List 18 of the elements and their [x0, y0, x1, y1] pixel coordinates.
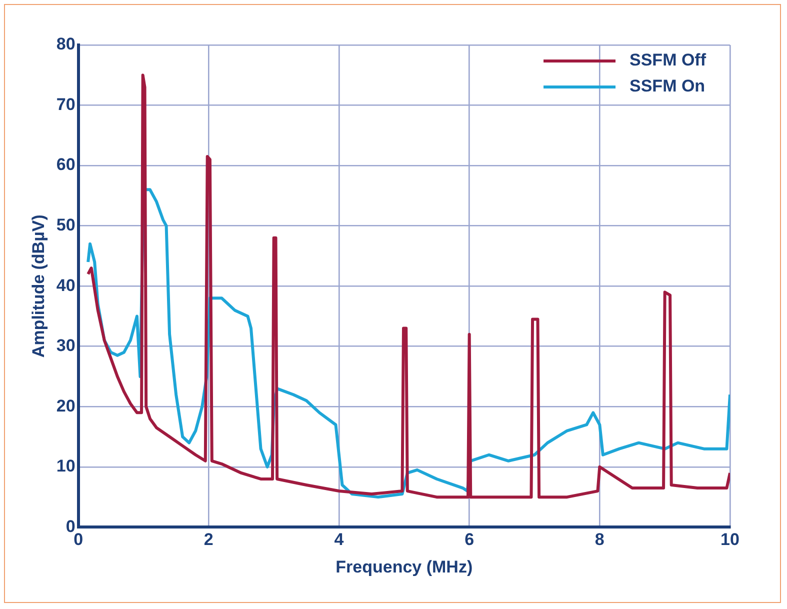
y-tick-label: 0 — [66, 516, 76, 536]
x-tick-label: 2 — [204, 530, 214, 550]
x-axis-title: Frequency (MHz) — [336, 557, 473, 576]
y-tick-label: 10 — [56, 456, 76, 476]
x-tick-label: 6 — [464, 530, 474, 550]
x-tick-label: 4 — [334, 530, 344, 550]
y-tick-label: 20 — [56, 396, 76, 416]
x-tick-label: 8 — [594, 530, 604, 550]
y-tick-label: 80 — [56, 34, 76, 54]
y-tick-label: 70 — [56, 94, 76, 114]
legend-label: SSFM Off — [630, 50, 706, 70]
y-axis-title: Amplitude (dBµV) — [28, 214, 48, 358]
y-tick-label: 30 — [56, 336, 76, 356]
legend-label: SSFM On — [630, 76, 706, 96]
y-tick-label: 60 — [56, 155, 76, 174]
x-tick-label: 10 — [720, 530, 740, 550]
y-tick-label: 40 — [56, 276, 76, 295]
y-tick-label: 50 — [56, 216, 76, 235]
